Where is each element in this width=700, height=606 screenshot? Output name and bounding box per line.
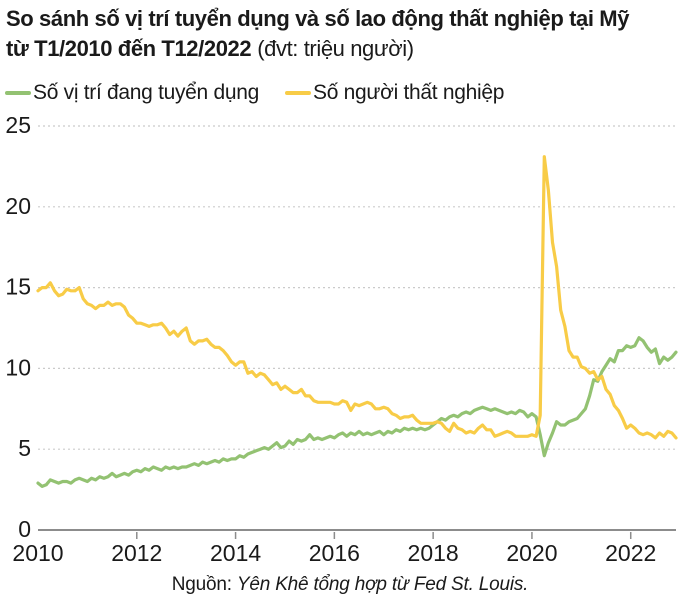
chart-svg: 0 5 10 15 20 25 2010 2012 2014 2016 2018 2020 2022 [5, 112, 678, 566]
legend-label-unemployed: Số người thất nghiệp [313, 81, 505, 104]
unemployed-series-line [36, 155, 678, 440]
chart-legend: Số vị trí đang tuyển dụng Số người thất … [0, 79, 700, 107]
x-axis-label: 2014 [210, 540, 261, 566]
openings-line-swatch-icon [5, 91, 31, 95]
legend-label-openings: Số vị trí đang tuyển dụng [33, 81, 259, 104]
chart-title-line2: từ T1/2010 đến T12/2022 (đvt: triệu người… [6, 34, 694, 64]
source-text: Yên Khê tổng hợp từ Fed St. Louis. [236, 574, 529, 595]
y-axis-label: 5 [18, 435, 31, 461]
unit-note: (đvt: triệu người) [257, 36, 414, 61]
legend-item-openings: Số vị trí đang tuyển dụng [5, 81, 259, 105]
chart-title-line1: So sánh số vị trí tuyển dụng và số lao đ… [6, 6, 630, 31]
source-prefix: Nguồn: [171, 574, 232, 595]
x-axis-label: 2012 [111, 540, 162, 566]
y-axis-label: 25 [5, 112, 31, 138]
x-axis-label: 2016 [309, 540, 360, 566]
y-axis-label: 10 [5, 354, 31, 380]
x-axis-label: 2020 [506, 540, 557, 566]
y-axis-label: 15 [5, 274, 31, 300]
y-axis-label: 20 [5, 193, 31, 219]
chart-area: 0 5 10 15 20 25 2010 2012 2014 2016 2018 2020 2022 [0, 109, 700, 574]
unemployed-line-swatch-icon [285, 91, 311, 95]
x-axis-label: 2018 [408, 540, 459, 566]
chart-title-line2-bold: từ T1/2010 đến T12/2022 [6, 36, 252, 61]
legend-item-unemployed: Số người thất nghiệp [285, 81, 504, 105]
source-line: Nguồn: Yên Khê tổng hợp từ Fed St. Louis… [0, 574, 700, 596]
chart-title: So sánh số vị trí tuyển dụng và số lao đ… [0, 0, 700, 64]
x-axis-label: 2022 [605, 540, 656, 566]
x-axis-label: 2010 [12, 540, 63, 566]
openings-series-line [36, 336, 678, 488]
y-axis-label: 0 [18, 516, 31, 542]
